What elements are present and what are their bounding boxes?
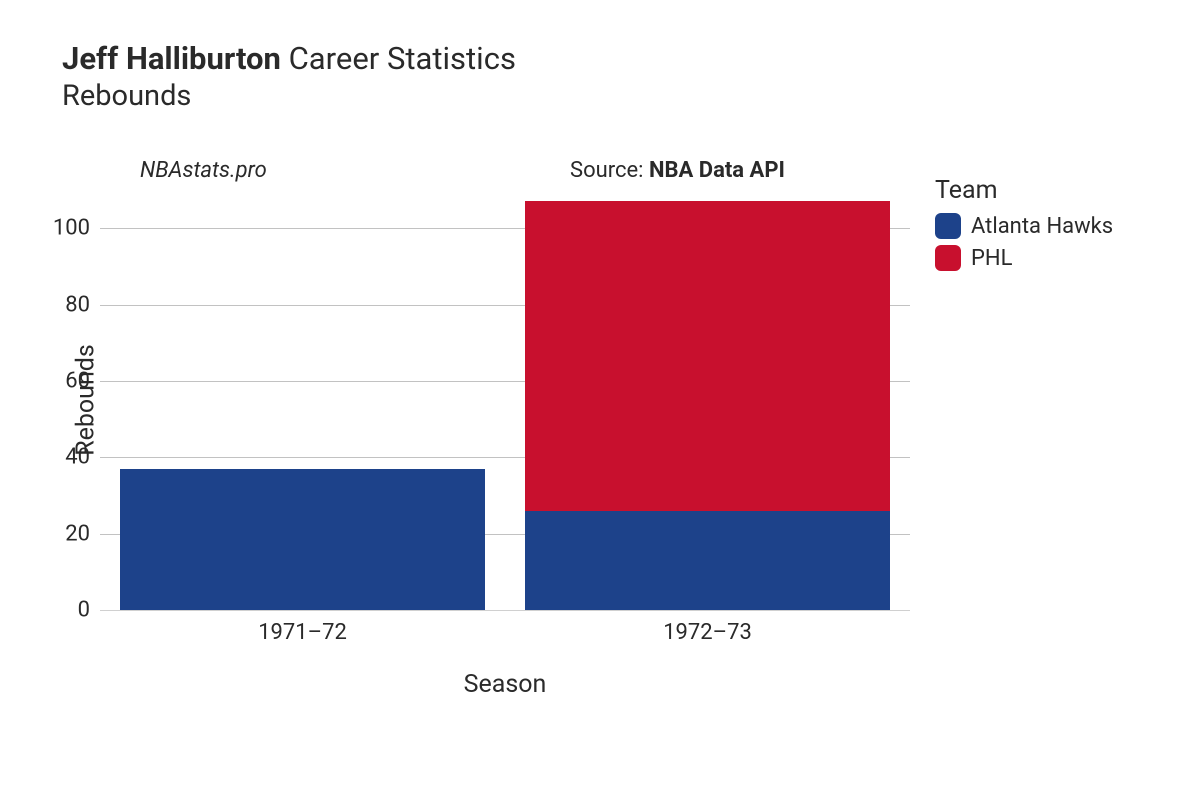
- legend-swatch: [935, 245, 961, 271]
- source-prefix: Source:: [570, 158, 649, 183]
- bar-segment: [525, 201, 890, 510]
- y-tick-label: 60: [30, 368, 90, 393]
- source-name: NBA Data API: [649, 158, 785, 183]
- annotation-source: Source: NBA Data API: [570, 158, 785, 183]
- plot-area: Rebounds Season 0204060801001971–721972–…: [100, 190, 910, 610]
- bar-segment: [120, 469, 485, 610]
- x-axis-label: Season: [464, 670, 547, 699]
- chart-container: Jeff Halliburton Career Statistics Rebou…: [0, 0, 1200, 800]
- legend-label: Atlanta Hawks: [971, 214, 1113, 239]
- legend-label: PHL: [971, 246, 1012, 271]
- annotation-site: NBAstats.pro: [140, 158, 267, 183]
- bar-segment: [525, 511, 890, 610]
- baseline: [100, 610, 910, 611]
- chart-subtitle: Rebounds: [62, 79, 516, 113]
- y-tick-label: 80: [30, 292, 90, 317]
- x-tick-label: 1972–73: [663, 620, 752, 645]
- x-tick-label: 1971–72: [258, 620, 347, 645]
- y-tick-label: 100: [30, 216, 90, 241]
- y-axis-label: Rebounds: [71, 344, 100, 456]
- title-block: Jeff Halliburton Career Statistics Rebou…: [62, 40, 516, 113]
- y-tick-label: 0: [30, 598, 90, 623]
- title-suffix: Career Statistics: [289, 40, 516, 77]
- player-name: Jeff Halliburton: [62, 40, 281, 77]
- y-tick-label: 40: [30, 445, 90, 470]
- legend-swatch: [935, 213, 961, 239]
- y-tick-label: 20: [30, 521, 90, 546]
- chart-title: Jeff Halliburton Career Statistics: [62, 40, 516, 77]
- legend-title: Team: [935, 176, 1113, 205]
- legend: Team Atlanta Hawks PHL: [935, 176, 1113, 277]
- legend-item: Atlanta Hawks: [935, 213, 1113, 239]
- legend-item: PHL: [935, 245, 1113, 271]
